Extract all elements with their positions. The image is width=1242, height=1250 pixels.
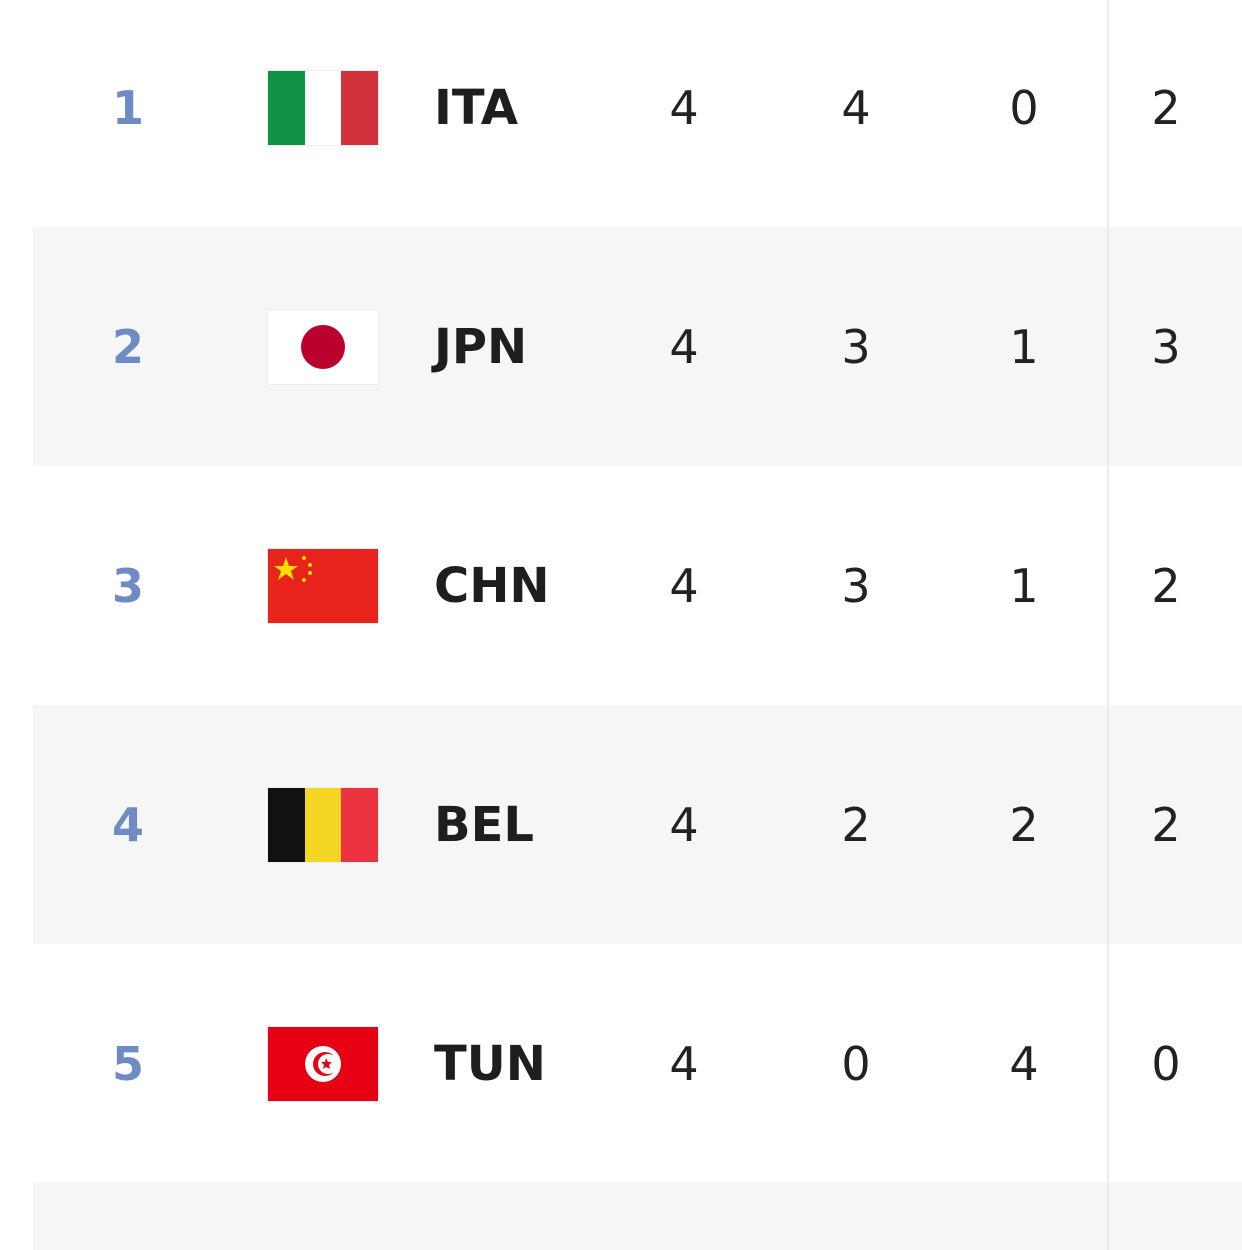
- points: 2: [1151, 797, 1181, 852]
- belgium-flag-icon: [268, 787, 378, 862]
- won: 3: [841, 319, 871, 374]
- played: 4: [669, 1036, 699, 1091]
- japan-flag-icon: [268, 309, 378, 384]
- team-code: JPN: [434, 318, 528, 375]
- table-row[interactable]: 5 TUN 4 0 4 0: [0, 944, 1242, 1183]
- points: 0: [1151, 1036, 1181, 1091]
- lost: 1: [1009, 319, 1039, 374]
- team-code: ITA: [434, 79, 519, 136]
- team-code: TUN: [434, 1035, 546, 1092]
- table-row[interactable]: 1 ITA 4 4 0 2: [0, 0, 1242, 227]
- points: 3: [1151, 319, 1181, 374]
- lost: 2: [1009, 797, 1039, 852]
- won: 4: [841, 80, 871, 135]
- column-divider: [1107, 0, 1109, 1250]
- points: 2: [1151, 558, 1181, 613]
- china-flag-icon: [268, 548, 378, 623]
- rank: 1: [111, 80, 145, 135]
- lost: 4: [1009, 1036, 1039, 1091]
- lost: 1: [1009, 558, 1039, 613]
- played: 4: [669, 319, 699, 374]
- lost: 0: [1009, 80, 1039, 135]
- rank: 4: [111, 797, 145, 852]
- played: 4: [669, 80, 699, 135]
- table-row[interactable]: 4 BEL 4 2 2 2: [0, 705, 1242, 944]
- won: 3: [841, 558, 871, 613]
- table-row[interactable]: 3 CHN 4 3 1 2: [0, 466, 1242, 705]
- next-row-partial: [33, 1182, 1242, 1250]
- won: 2: [841, 797, 871, 852]
- rank: 3: [111, 558, 145, 613]
- team-code: CHN: [434, 557, 550, 614]
- points: 2: [1151, 80, 1181, 135]
- table-row[interactable]: 2 JPN 4 3 1 3: [0, 227, 1242, 466]
- rank: 2: [111, 319, 145, 374]
- italy-flag-icon: [268, 70, 378, 145]
- rank: 5: [111, 1036, 145, 1091]
- team-code: BEL: [434, 796, 534, 853]
- tunisia-flag-icon: [268, 1026, 378, 1101]
- won: 0: [841, 1036, 871, 1091]
- played: 4: [669, 797, 699, 852]
- played: 4: [669, 558, 699, 613]
